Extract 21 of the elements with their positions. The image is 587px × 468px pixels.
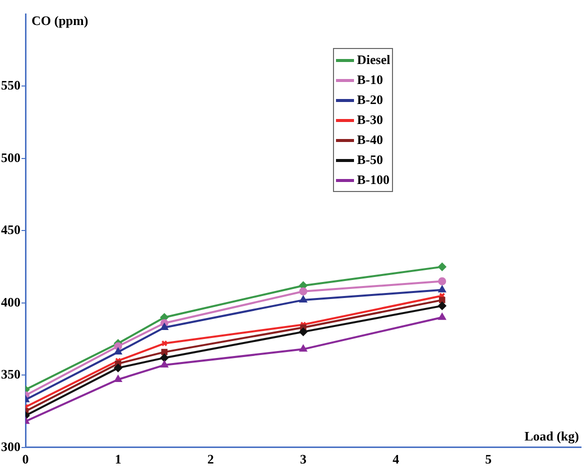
legend-label: Diesel	[357, 51, 390, 69]
legend-label: B-10	[357, 71, 383, 89]
y-tick-label: 400	[1, 294, 20, 310]
x-tick-label: 0	[22, 452, 29, 467]
y-tick-label: 350	[1, 366, 20, 382]
legend-label: B-100	[357, 171, 390, 189]
x-tick-label: 1	[114, 452, 122, 467]
y-tick-label: 500	[1, 150, 20, 165]
y-axis-title: CO (ppm)	[32, 12, 88, 28]
legend-label: B-40	[357, 131, 383, 149]
x-tick-label: 3	[300, 452, 307, 467]
legend-label: B-20	[357, 91, 383, 109]
x-tick-label: 4	[392, 452, 400, 467]
y-tick-label: 450	[1, 222, 20, 238]
y-tick-label: 300	[1, 438, 20, 454]
y-tick-label: 550	[1, 78, 20, 93]
legend-label: B-50	[357, 151, 383, 169]
x-axis-title: Load (kg)	[524, 428, 579, 444]
x-tick-label: 2	[207, 452, 214, 467]
x-tick-label: 5	[485, 452, 492, 467]
legend-label: B-30	[357, 111, 383, 129]
